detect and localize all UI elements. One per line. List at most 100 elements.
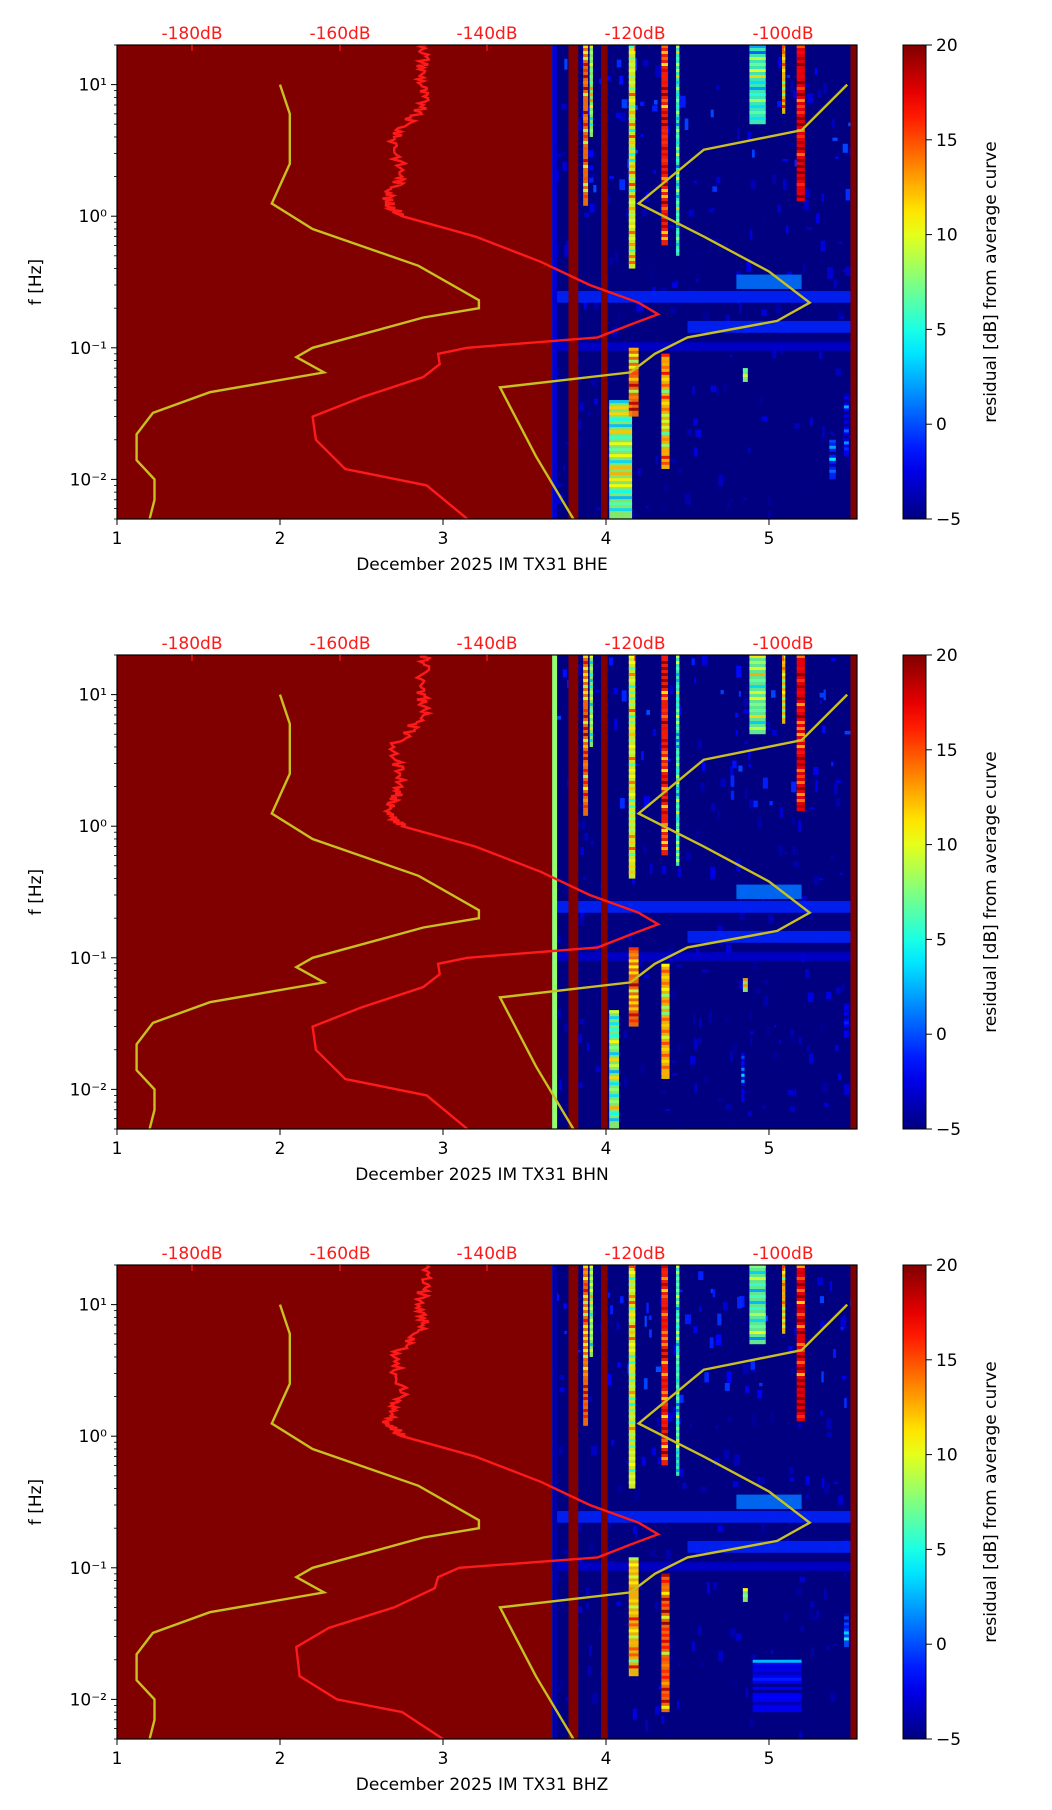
y-tick-label: 10⁻² bbox=[70, 470, 107, 490]
noise-cell bbox=[791, 781, 797, 793]
streak-cell bbox=[782, 661, 786, 664]
y-tick-label: 10⁻¹ bbox=[70, 949, 107, 969]
noise-cell bbox=[835, 368, 841, 376]
noise-cell bbox=[564, 1023, 569, 1033]
streak-cell bbox=[782, 99, 786, 102]
streak-cell bbox=[796, 105, 805, 108]
noise-cell bbox=[655, 455, 659, 465]
streak-cell bbox=[752, 1665, 802, 1669]
streak-cell bbox=[609, 1046, 620, 1050]
streak-10 bbox=[661, 353, 670, 469]
streak-cell bbox=[661, 1071, 670, 1075]
noise-cell bbox=[666, 1412, 673, 1422]
noise-cell bbox=[641, 1528, 644, 1531]
noise-cell bbox=[757, 1389, 763, 1399]
streak-cell bbox=[661, 63, 668, 66]
noise-cell bbox=[690, 1055, 696, 1065]
x-axis-label: December 2025 IM TX31 BHN bbox=[355, 1165, 609, 1185]
streak-cell bbox=[796, 195, 805, 198]
noise-cell bbox=[639, 101, 645, 106]
streak-1 bbox=[589, 655, 593, 747]
noise-cell bbox=[672, 1073, 678, 1076]
noise-cell bbox=[726, 1371, 732, 1383]
noise-cell bbox=[610, 1305, 614, 1315]
streak-10 bbox=[742, 1588, 748, 1602]
streak-cell bbox=[628, 763, 636, 766]
streak-cell bbox=[752, 1659, 802, 1663]
streak-cell bbox=[661, 817, 668, 820]
x-tick-label: 5 bbox=[764, 1749, 775, 1769]
streak-cell bbox=[796, 733, 805, 736]
noise-cell bbox=[792, 861, 799, 868]
streak-cell bbox=[661, 117, 668, 120]
streak-cell bbox=[782, 93, 786, 96]
noise-cell bbox=[785, 225, 789, 234]
noise-cell bbox=[834, 156, 839, 159]
noise-cell bbox=[576, 1522, 582, 1532]
noise-cell bbox=[788, 1346, 793, 1352]
streak-cell bbox=[752, 1671, 802, 1675]
streak-cell bbox=[628, 1563, 639, 1567]
streak-4 bbox=[676, 45, 680, 256]
streak-cell bbox=[782, 1307, 786, 1310]
streak-cell bbox=[843, 1009, 849, 1013]
streak-cell bbox=[661, 975, 670, 979]
streak-cell bbox=[628, 99, 636, 102]
noise-cell bbox=[698, 1306, 702, 1312]
noise-cell bbox=[798, 1731, 803, 1739]
streak-cell bbox=[583, 123, 589, 126]
streak-cell bbox=[661, 81, 668, 84]
streak-cell bbox=[661, 981, 670, 985]
streak-cell bbox=[796, 1403, 805, 1406]
noise-cell bbox=[588, 150, 594, 158]
noise-cell bbox=[691, 1641, 695, 1652]
streak-cell bbox=[609, 418, 633, 422]
streak-cell bbox=[676, 829, 680, 832]
noise-cell bbox=[818, 351, 823, 360]
streak-cell bbox=[661, 75, 668, 78]
streak-cell bbox=[661, 1337, 668, 1340]
streak-cell bbox=[676, 811, 680, 814]
noise-cell bbox=[823, 82, 827, 95]
streak-cell bbox=[661, 999, 670, 1003]
noise-cell bbox=[745, 1386, 749, 1393]
streak-cell bbox=[661, 1047, 670, 1051]
streak-cell bbox=[628, 1337, 636, 1340]
streak-cell bbox=[628, 739, 636, 742]
noise-cell bbox=[843, 1573, 847, 1578]
streak-cell bbox=[676, 249, 680, 252]
streak-cell bbox=[796, 697, 805, 700]
streak-cell bbox=[661, 455, 670, 459]
noise-cell bbox=[723, 1021, 730, 1024]
streak-cell bbox=[589, 45, 593, 48]
streak-cell bbox=[782, 1283, 786, 1286]
noise-cell bbox=[595, 1066, 601, 1073]
streak-cell bbox=[661, 377, 670, 381]
streak-cell bbox=[628, 859, 636, 862]
colorbar-gradient bbox=[902, 44, 927, 520]
streak-cell bbox=[676, 135, 680, 138]
streak-cell bbox=[628, 679, 636, 682]
streak-cell bbox=[628, 177, 636, 180]
streak-cell bbox=[628, 1379, 636, 1382]
streak-cell bbox=[661, 757, 668, 760]
noise-cell bbox=[842, 1315, 846, 1323]
streak-cell bbox=[583, 799, 589, 802]
streak-cell bbox=[583, 1403, 589, 1406]
streak-cell bbox=[583, 177, 589, 180]
noise-cell bbox=[644, 503, 647, 509]
streak-cell bbox=[676, 703, 680, 706]
streak-cell bbox=[676, 165, 680, 168]
streak-cell bbox=[661, 787, 668, 790]
noise-cell bbox=[700, 1486, 707, 1492]
streak-cell bbox=[628, 983, 639, 987]
streak-cell bbox=[796, 183, 805, 186]
noise-cell bbox=[580, 1019, 585, 1025]
yellow-curve-right bbox=[498, 1303, 849, 1739]
noise-cell bbox=[619, 798, 625, 809]
streak-cell bbox=[661, 389, 670, 393]
streak-cell bbox=[628, 183, 636, 186]
noise-cell bbox=[844, 730, 851, 735]
noise-cell bbox=[830, 1692, 836, 1703]
